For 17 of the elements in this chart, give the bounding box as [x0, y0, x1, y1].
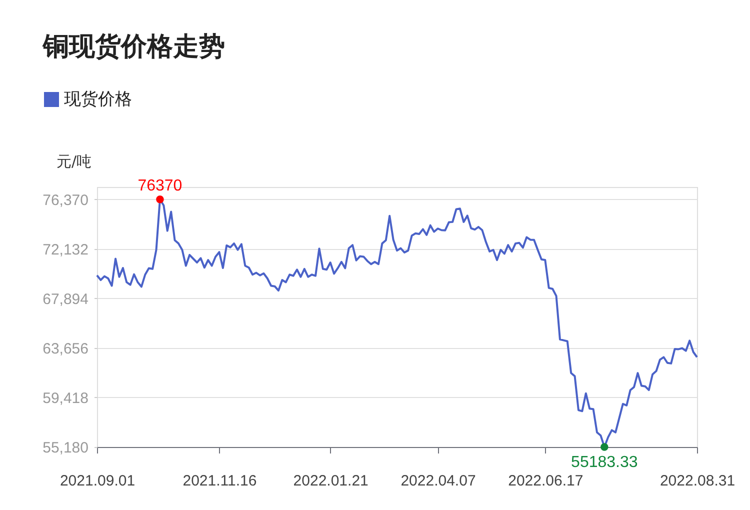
y-tick-label: 76,370 [42, 192, 88, 209]
x-tick-label: 2022.01.21 [293, 472, 368, 490]
chart-title: 铜现货价格走势 [42, 32, 225, 62]
x-tick-label: 2022.06.17 [508, 472, 584, 490]
x-tick-label: 2022.04.07 [400, 472, 476, 490]
x-tick-label: 2022.08.31 [660, 472, 736, 490]
annotation: 76370 [138, 177, 182, 194]
y-tick-label: 63,656 [42, 340, 88, 358]
y-tick-label: 59,418 [42, 390, 88, 407]
y-tick-label: 72,132 [42, 241, 88, 258]
x-tick-label: 2021.09.01 [60, 472, 136, 490]
legend-label: 现货价格 [64, 90, 132, 110]
x-tick-label: 2021.11.16 [182, 472, 257, 490]
y-tick-label: 55,180 [42, 440, 88, 456]
y-axis-title: 元/吨 [56, 152, 92, 170]
y-tick-label: 67,894 [42, 290, 88, 308]
annotation: 55183.33 [571, 454, 638, 471]
